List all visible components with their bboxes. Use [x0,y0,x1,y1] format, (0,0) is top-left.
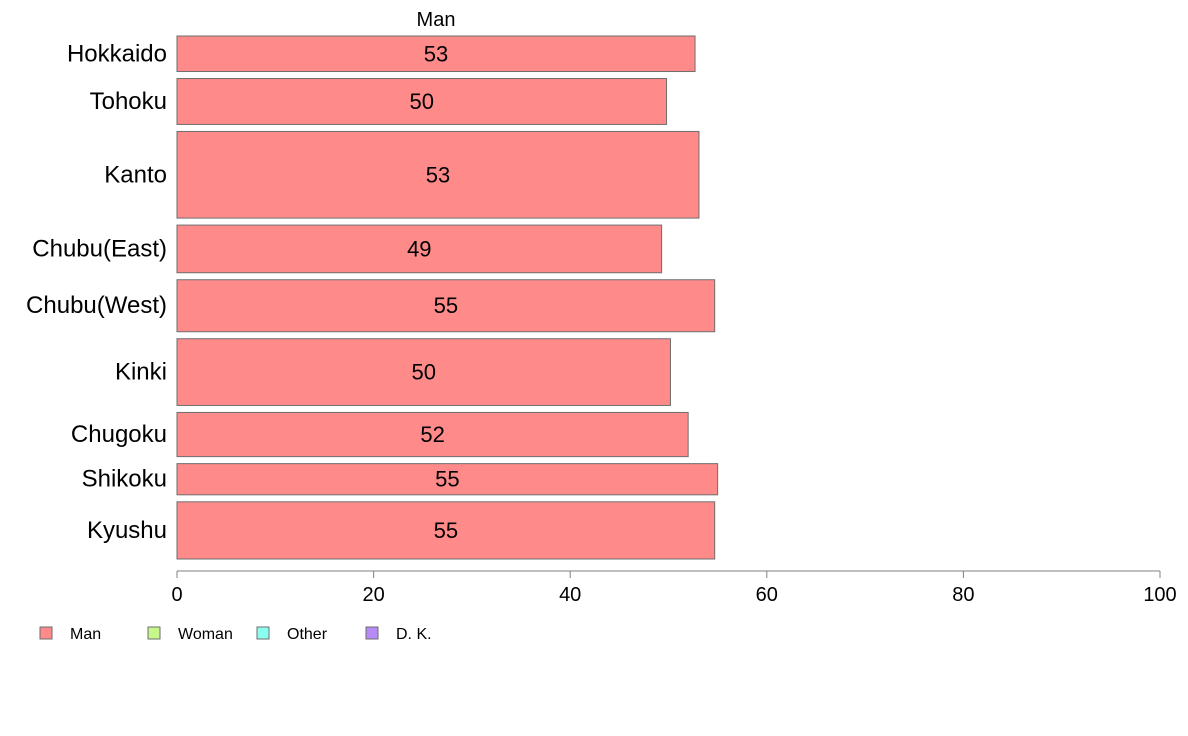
bar-chubu-east--man [176,224,663,274]
category-labels-group: Hokkaido Tohoku Kanto Chubu(East) Chubu(West… [26,40,167,544]
bar-value-label: 49 [407,236,431,261]
x-tick-label: 0 [171,584,182,606]
bar-chubu-west--man [176,279,716,333]
category-label: Chugoku [71,421,167,448]
bar-chugoku-man [176,411,689,458]
x-axis: 0 20 40 60 80 100 [171,570,1177,606]
bar-shikoku-man [176,463,719,496]
category-label: Kyushu [87,517,167,544]
bar-tohoku-man [176,78,668,125]
bar-value-label: 52 [420,422,444,447]
x-tick-label: 40 [559,584,581,606]
category-label: Shikoku [82,466,167,493]
bar-kinki-man [176,338,671,406]
x-tick-label: 20 [362,584,384,606]
bar-kyushu-man [176,501,716,560]
bar-value-label: 53 [426,162,450,187]
category-label: Kanto [104,161,167,188]
legend-swatch [365,626,379,640]
x-tick-label: 60 [756,584,778,606]
bar-labels-group: 53 50 53 49 55 50 52 55 55 [407,41,459,543]
bar-hokkaido-man [176,35,696,73]
legend-label: Other [287,626,328,643]
bar-value-label: 50 [410,89,434,114]
bar-value-label: 55 [435,467,459,492]
x-tick-label: 100 [1143,584,1176,606]
category-label: Chubu(West) [26,292,167,319]
legend-label: Woman [178,626,233,643]
category-label: Kinki [115,359,167,386]
category-label: Chubu(East) [32,235,167,262]
column-header: Man [417,9,456,31]
legend-swatch [256,626,270,640]
bar-value-label: 53 [424,41,448,66]
legend-label: Man [70,626,101,643]
category-label: Hokkaido [67,40,167,67]
legend-swatch [147,626,161,640]
bar-kanto-man [176,130,700,219]
legend: Man Woman Other D. K. [39,626,432,643]
legend-swatch [39,626,53,640]
bars-group [176,35,719,560]
x-tick-label: 80 [952,584,974,606]
bar-value-label: 55 [434,518,458,543]
bar-value-label: 55 [434,293,458,318]
legend-label: D. K. [396,626,432,643]
bar-value-label: 50 [411,360,435,385]
category-label: Tohoku [90,88,167,115]
